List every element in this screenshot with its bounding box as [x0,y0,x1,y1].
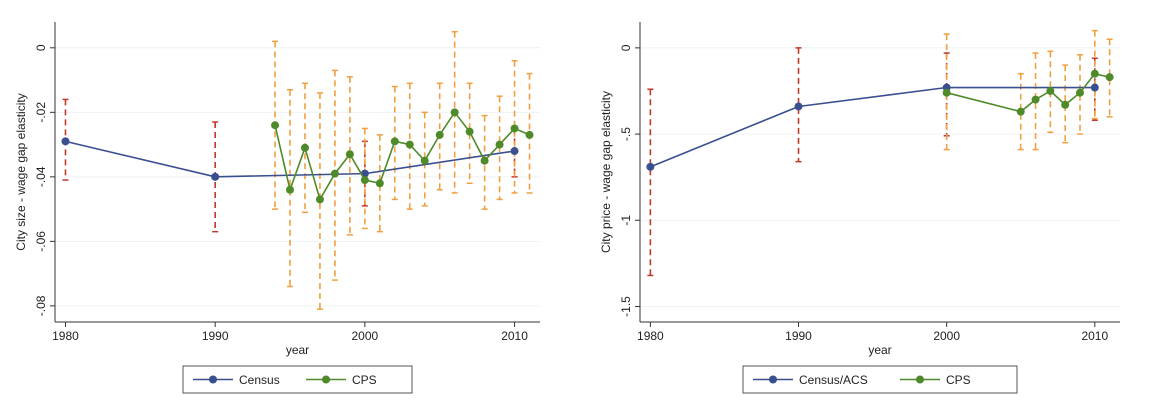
data-point [1046,86,1055,95]
x-tick-label: 2000 [352,329,379,343]
data-point [525,130,534,139]
data-point [61,137,70,146]
x-tick-label: 2010 [501,329,528,343]
legend-swatch-marker [322,375,330,384]
x-axis-label: year [868,343,891,357]
data-point [1090,83,1099,92]
y-tick-label: 0 [34,44,48,51]
data-point [1061,100,1070,109]
data-point [495,140,504,149]
data-point [1090,69,1099,78]
data-point [390,137,399,146]
data-point [271,121,280,130]
x-axis-label: year [286,343,309,357]
y-tick-label: -.04 [34,166,48,187]
x-tick-label: 1980 [52,329,79,343]
data-point [646,162,655,171]
data-point [375,179,384,188]
x-tick-label: 1990 [785,329,812,343]
data-point [1105,73,1114,82]
data-point [942,88,951,97]
chart-0: 0 -.02 -.04 -.06 -.08 1980 1990 2000 2010 year Cit… [14,22,540,394]
x-tick-label: 1990 [202,329,229,343]
data-point [405,140,414,149]
y-tick-label: -.08 [34,295,48,316]
chart-1: 0 -.5 -1 -1.5 1980 1990 2000 2010 year City price… [599,22,1120,394]
data-point [286,185,295,194]
x-tick-label: 2010 [1081,329,1108,343]
series-line [274,110,530,202]
data-point [510,124,519,133]
data-point [465,127,474,136]
data-point [1016,107,1025,116]
y-tick-label: -1.5 [619,296,633,317]
data-point [360,176,369,185]
y-tick-label: 0 [619,44,633,51]
data-point [794,102,803,111]
data-point [345,150,354,159]
data-point [1076,88,1084,97]
x-tick-label: 1980 [637,329,664,343]
data-point [330,169,339,178]
legend-swatch-marker [769,375,777,384]
legend-label: CPS [946,373,971,387]
legend-label: CPS [352,373,377,387]
data-point [420,156,429,165]
y-tick-label: -.02 [34,102,48,123]
y-tick-label: -.5 [619,127,633,141]
data-point [300,143,309,152]
data-point [315,195,324,204]
series-line [650,86,1095,168]
legend-label: Census [239,373,280,387]
y-axis-label: City price - wage gap elasticity [599,91,613,253]
y-tick-label: -.06 [34,231,48,252]
y-tick-label: -1 [619,215,633,226]
data-point [1031,95,1040,104]
data-point [510,147,519,156]
x-tick-label: 2000 [933,329,960,343]
series-line [65,140,515,178]
y-axis-label: City size - wage gap elasticity [14,93,28,250]
series-line [946,72,1110,113]
data-point [450,108,459,117]
legend-label: Census/ACS [799,373,868,387]
data-point [211,172,220,181]
data-point [480,156,489,165]
legend-swatch-marker [916,375,924,384]
data-point [435,130,444,139]
legend-swatch-marker [209,375,217,384]
